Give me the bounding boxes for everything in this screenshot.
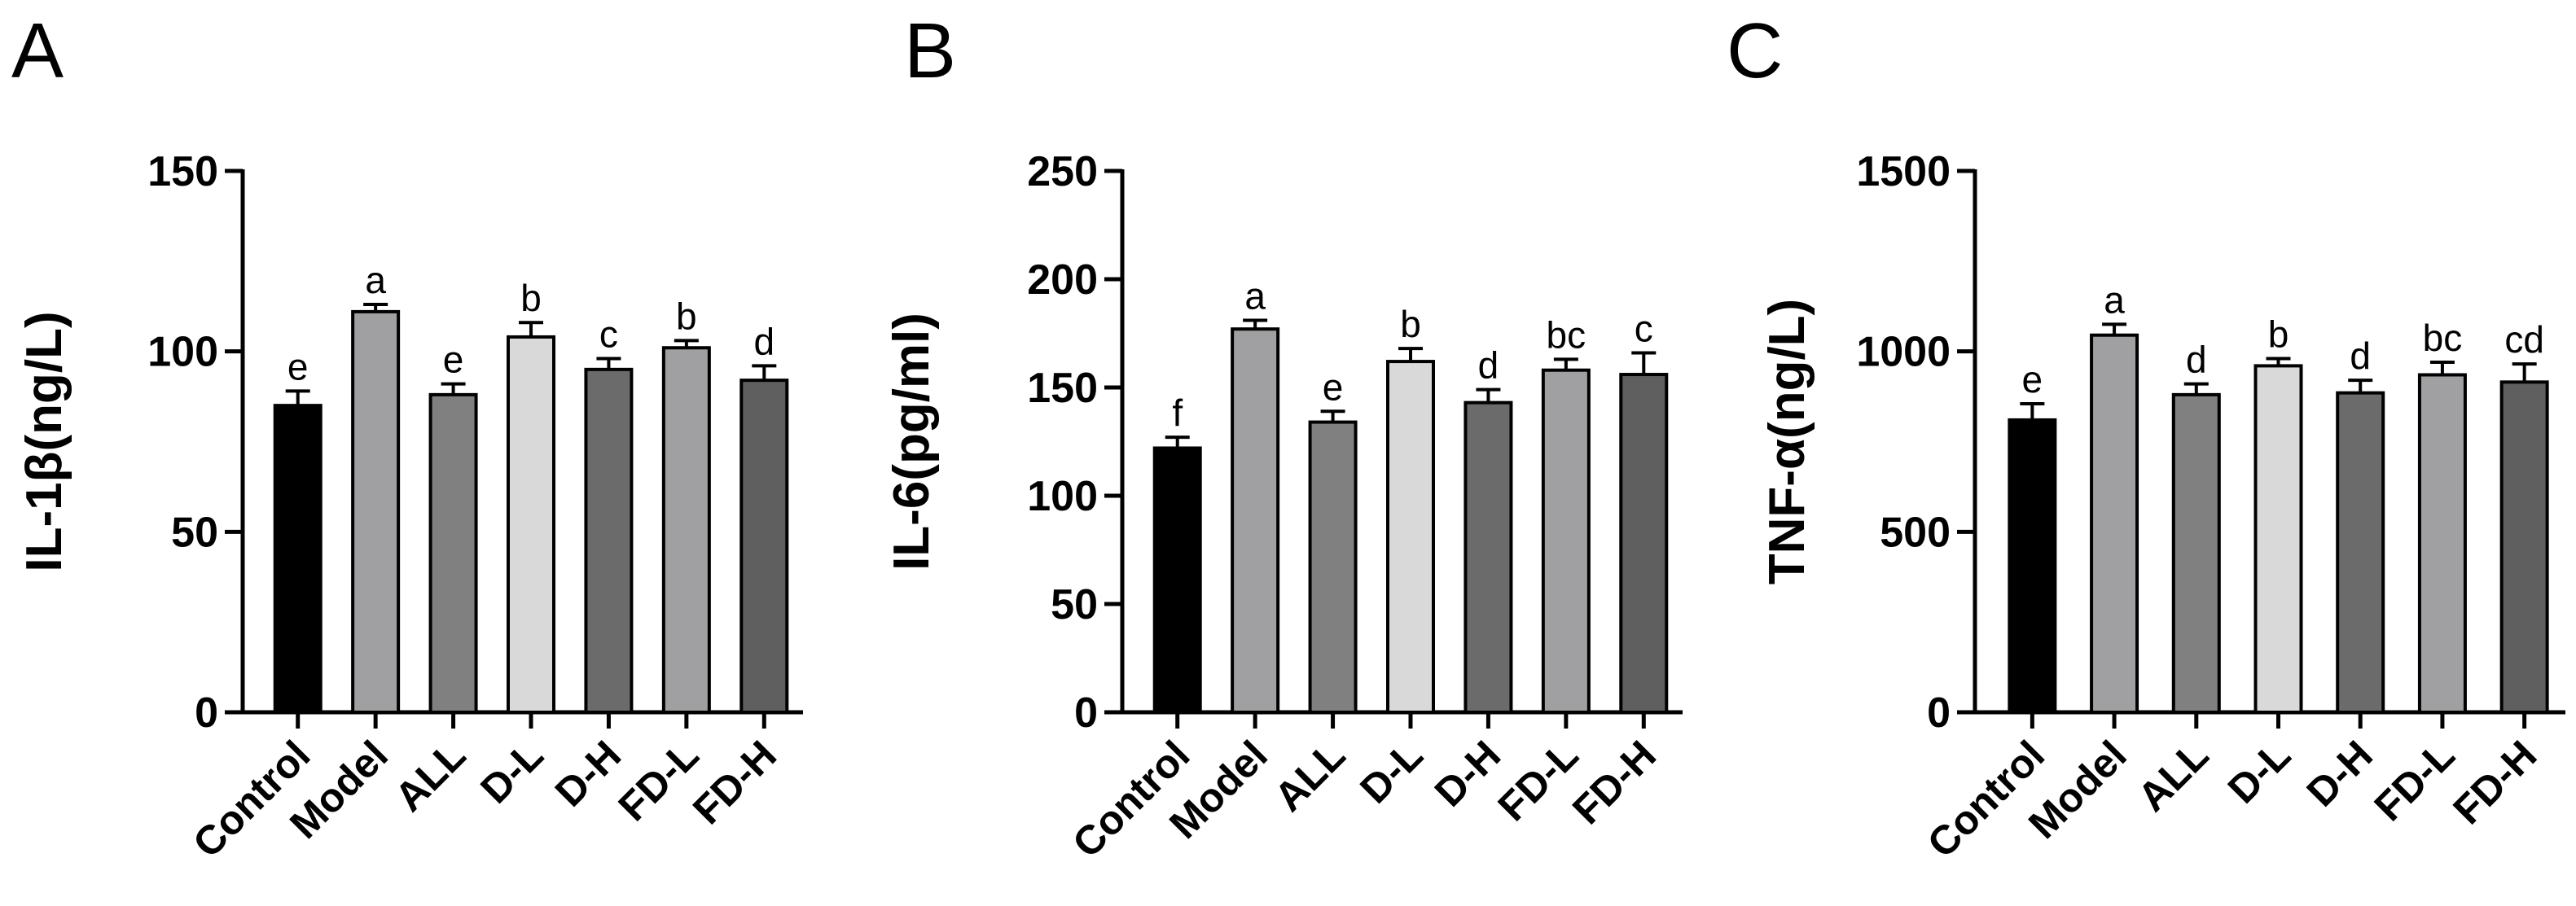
- panel-letter-B: B: [904, 7, 956, 94]
- bar-d-l: [507, 335, 555, 714]
- category-label: D-L: [2219, 732, 2300, 812]
- significance-label: e: [2022, 358, 2043, 400]
- significance-label: a: [1244, 275, 1266, 317]
- category-label: FD-L: [2366, 732, 2464, 829]
- category-label: ALL: [386, 732, 474, 820]
- bar-fd-l: [1541, 368, 1591, 714]
- significance-label: d: [1478, 344, 1499, 387]
- category-label: ALL: [1266, 732, 1354, 820]
- panel-letter-C: C: [1727, 7, 1783, 94]
- significance-label: e: [287, 345, 309, 387]
- significance-label: f: [1172, 392, 1183, 434]
- bar-model: [2090, 333, 2139, 714]
- bar-fd-h: [1619, 373, 1669, 714]
- bar-d-h: [2336, 391, 2385, 714]
- y-tick-label: 250: [1027, 148, 1098, 195]
- category-label: D-L: [472, 732, 552, 812]
- significance-label: d: [753, 320, 775, 362]
- category-label: D-L: [1351, 732, 1432, 812]
- y-tick-label: 100: [1027, 473, 1098, 520]
- significance-label: c: [1635, 307, 1653, 349]
- y-tick-label: 150: [1027, 365, 1098, 412]
- bar-model: [351, 309, 401, 714]
- panel-letter-A: A: [11, 7, 64, 94]
- significance-label: e: [1323, 365, 1344, 408]
- bar-fd-l: [661, 346, 711, 714]
- y-tick-label: 1500: [1856, 148, 1951, 195]
- category-label: D-H: [2298, 732, 2381, 815]
- bar-all: [428, 392, 478, 714]
- bar-control: [2008, 418, 2057, 715]
- significance-label: bc: [1547, 313, 1586, 356]
- significance-label: cd: [2504, 318, 2544, 361]
- significance-label: a: [365, 259, 386, 301]
- category-label: FD-H: [1564, 732, 1665, 833]
- y-tick-label: 1000: [1856, 329, 1951, 376]
- bar-all: [2171, 392, 2221, 714]
- y-axis-label: IL-1β(ng/L): [16, 311, 72, 571]
- bar-fd-l: [2417, 373, 2467, 714]
- significance-label: d: [2186, 339, 2207, 381]
- significance-label: a: [2104, 278, 2125, 321]
- y-tick-label: 0: [1927, 689, 1951, 737]
- bar-control: [273, 404, 323, 714]
- significance-label: d: [2350, 335, 2371, 377]
- y-tick-label: 0: [1074, 689, 1098, 737]
- bar-control: [1152, 446, 1202, 714]
- category-label: FD-H: [2444, 732, 2545, 833]
- significance-label: b: [2268, 313, 2289, 356]
- significance-label: b: [676, 295, 697, 337]
- category-label: ALL: [2129, 732, 2217, 820]
- y-tick-label: 150: [147, 148, 218, 195]
- bar-d-h: [584, 367, 634, 714]
- bar-d-h: [1464, 400, 1513, 714]
- significance-label: bc: [2423, 317, 2463, 359]
- bar-fd-h: [739, 379, 789, 714]
- category-label: Control: [1919, 732, 2053, 866]
- bar-all: [1308, 420, 1358, 714]
- category-label: FD-L: [1490, 732, 1587, 829]
- significance-label: c: [599, 313, 618, 356]
- category-label: FD-L: [610, 732, 708, 829]
- y-axis-label: IL-6(pg/ml): [884, 313, 940, 571]
- significance-label: b: [1400, 303, 1421, 345]
- y-tick-label: 0: [195, 689, 218, 737]
- bar-fd-h: [2499, 380, 2549, 714]
- category-label: FD-H: [684, 732, 785, 833]
- y-tick-label: 500: [1880, 509, 1951, 556]
- significance-label: b: [520, 277, 542, 319]
- y-tick-label: 50: [1051, 581, 1098, 628]
- y-tick-label: 200: [1027, 256, 1098, 304]
- bar-d-l: [1386, 360, 1435, 714]
- significance-label: e: [443, 339, 464, 381]
- bar-d-l: [2253, 364, 2303, 714]
- y-tick-label: 50: [171, 509, 218, 556]
- y-axis-label: TNF-α(ng/L): [1759, 299, 1815, 584]
- y-tick-label: 100: [147, 329, 218, 376]
- bar-model: [1231, 327, 1280, 714]
